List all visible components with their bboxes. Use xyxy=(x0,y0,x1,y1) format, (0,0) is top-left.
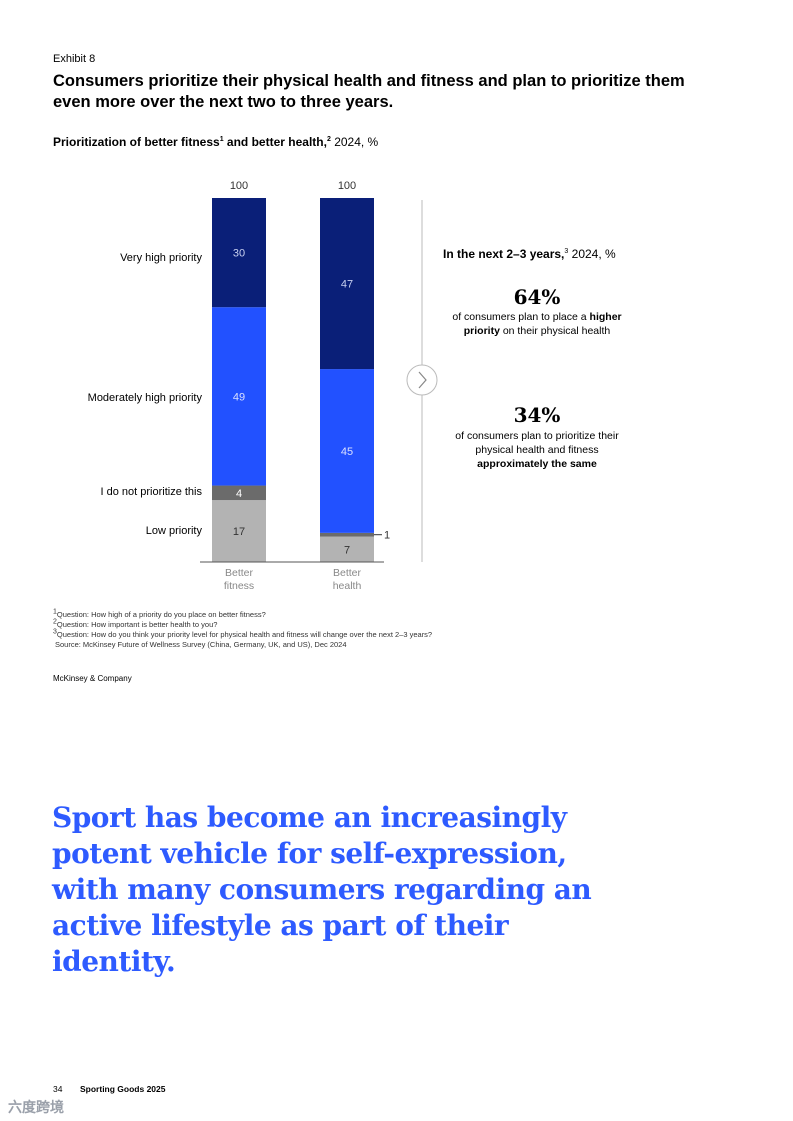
data-label: 30 xyxy=(233,248,245,260)
bar-segment xyxy=(320,532,374,537)
subtitle-part1: Prioritization of better fitness xyxy=(53,135,220,149)
page-number: 34 xyxy=(53,1084,63,1094)
right-panel-title-sup: 3 xyxy=(564,248,569,255)
footnote-2-text: Question: How important is better health… xyxy=(56,620,218,629)
footnote-1-sup: 1 xyxy=(53,608,57,616)
stat1-text-b: higher xyxy=(589,311,622,323)
bars-group xyxy=(212,198,374,562)
subtitle-part2: and better health, xyxy=(223,135,327,149)
stat2-text-a: of consumers plan to prioritize their xyxy=(455,430,619,442)
stat1-text-c: priority xyxy=(463,325,500,337)
footnote-3-sup: 3 xyxy=(53,628,57,636)
data-label: 45 xyxy=(341,446,353,458)
bar-segment xyxy=(212,485,266,501)
stat2-text-c: approximately the same xyxy=(477,458,597,470)
source-text: Source: McKinsey Future of Wellness Surv… xyxy=(55,640,347,649)
legend-very-high-priority: Very high priority xyxy=(120,252,202,264)
watermark-logo: 六度跨境 xyxy=(8,1099,64,1115)
category-label: Better xyxy=(333,567,362,579)
footnote-3: 3Question: How do you think your priorit… xyxy=(53,628,433,640)
stat1-text-a: of consumers plan to place a xyxy=(452,311,590,323)
stat-34-text: of consumers plan to prioritize their ph… xyxy=(437,429,637,471)
footnote-1-text: Question: How high of a priority do you … xyxy=(56,610,266,619)
legend-low-priority: Low priority xyxy=(145,525,202,537)
subtitle-sup2: 2 xyxy=(326,136,331,143)
data-label: 17 xyxy=(233,526,245,538)
page-title: Consumers prioritize their physical heal… xyxy=(53,72,685,111)
footnote-2: 2Question: How important is better healt… xyxy=(53,618,218,630)
data-label: 4 xyxy=(236,488,242,500)
category-label: health xyxy=(333,580,362,592)
total-label: 100 xyxy=(338,180,356,192)
data-label: 1 xyxy=(384,530,390,542)
bar-segment xyxy=(212,500,266,562)
chevron-right-icon xyxy=(418,371,427,389)
subtitle-part3: 2024, % xyxy=(330,135,379,149)
bar-segment xyxy=(212,198,266,308)
brand-name: McKinsey & Company xyxy=(53,674,132,683)
stat-64-text: of consumers plan to place a higher prio… xyxy=(437,310,637,338)
footnote-2-sup: 2 xyxy=(53,618,57,626)
category-label: fitness xyxy=(224,580,254,592)
chart-subtitle: Prioritization of better fitness1 and be… xyxy=(53,135,378,149)
footnote-3-text: Question: How do you think your priority… xyxy=(56,630,433,639)
data-label: 49 xyxy=(233,391,245,403)
stat-64-value: 64% xyxy=(513,285,561,309)
stacked-bar-chart: 1744930100Betterfitness714547100Betterhe… xyxy=(200,180,438,592)
bar-segment xyxy=(212,307,266,486)
exhibit-label: Exhibit 8 xyxy=(53,53,96,65)
right-panel-title-rest: 2024, % xyxy=(568,247,616,261)
stat1-text-d: on their physical health xyxy=(499,325,611,337)
chevron-circle xyxy=(406,364,438,396)
bar-segment xyxy=(320,198,374,370)
bar-segment xyxy=(320,369,374,533)
category-label: Better xyxy=(225,567,254,579)
data-label: 47 xyxy=(341,279,353,291)
running-title: Sporting Goods 2025 xyxy=(80,1084,166,1094)
legend-moderately-high-priority: Moderately high priority xyxy=(87,392,202,404)
right-panel-title: In the next 2–3 years,3 2024, % xyxy=(443,247,633,261)
bar-segment xyxy=(320,536,374,562)
stat-34-value: 34% xyxy=(513,403,561,427)
legend-not-prioritize: I do not prioritize this xyxy=(100,486,203,498)
stat2-text-b: physical health and fitness xyxy=(475,444,599,456)
data-label: 7 xyxy=(344,544,350,556)
subtitle-sup1: 1 xyxy=(219,136,224,143)
right-panel-title-bold: In the next 2–3 years, xyxy=(443,247,565,261)
source-note: Source: McKinsey Future of Wellness Surv… xyxy=(55,640,347,650)
footnote-1: 1Question: How high of a priority do you… xyxy=(53,608,266,620)
total-label: 100 xyxy=(230,180,248,192)
pull-quote: Sport has become an increasingly potent … xyxy=(52,801,592,978)
